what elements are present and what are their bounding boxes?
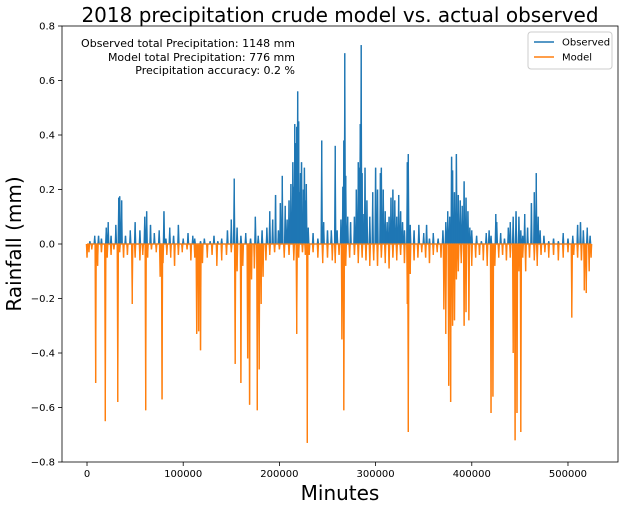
y-axis-ticks: 0.8 0.6 0.4 0.2 0.0 −0.2 −0.4 −0.6 −0.8 [31, 22, 62, 469]
y-tick-label: −0.8 [31, 458, 55, 469]
y-tick-label: −0.4 [31, 349, 55, 360]
x-tick-label: 100000 [164, 469, 202, 480]
annotation-model-total: Model total Precipitation: 776 mm [108, 51, 295, 64]
y-axis-label: Rainfall (mm) [2, 176, 26, 311]
legend: Observed Model [527, 31, 613, 70]
y-tick-label: −0.2 [31, 294, 55, 305]
x-tick-label: 500000 [549, 469, 587, 480]
chart-title: 2018 precipitation crude model vs. actua… [81, 3, 598, 27]
legend-label-model: Model [562, 53, 592, 64]
x-tick-label: 200000 [260, 469, 298, 480]
x-axis-label: Minutes [301, 481, 380, 505]
legend-label-observed: Observed [562, 38, 610, 49]
y-tick-label: 0.8 [39, 22, 55, 33]
x-tick-label: 300000 [356, 469, 394, 480]
annotations: Observed total Precipitation: 1148 mm Mo… [81, 37, 295, 77]
y-tick-label: −0.6 [31, 403, 55, 414]
y-tick-label: 0.0 [39, 240, 55, 251]
x-tick-label: 0 [84, 469, 90, 480]
y-tick-label: 0.2 [39, 185, 55, 196]
y-tick-label: 0.4 [39, 131, 55, 142]
series-layer [85, 45, 593, 443]
x-tick-label: 400000 [453, 469, 491, 480]
annotation-accuracy: Precipitation accuracy: 0.2 % [135, 64, 295, 77]
x-axis-ticks: 0 100000 200000 300000 400000 500000 [84, 462, 587, 480]
annotation-observed-total: Observed total Precipitation: 1148 mm [81, 37, 295, 50]
y-tick-label: 0.6 [39, 76, 55, 87]
